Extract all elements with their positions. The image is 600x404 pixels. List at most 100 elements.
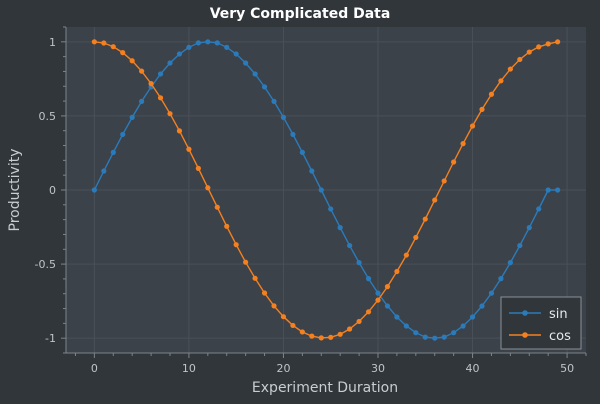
data-point-sin <box>356 260 362 266</box>
legend: sin cos <box>500 296 582 350</box>
x-tick-label: 20 <box>276 362 290 375</box>
x-tick-label: 50 <box>560 362 574 375</box>
data-point-sin <box>120 131 126 138</box>
data-point-sin <box>224 44 230 50</box>
series-line-cos <box>94 41 558 339</box>
data-point-cos <box>167 111 173 117</box>
x-tick-label: 10 <box>182 362 196 375</box>
data-point-cos <box>337 331 343 337</box>
data-point-sin <box>469 314 476 320</box>
data-point-sin <box>498 276 504 282</box>
data-point-cos <box>365 309 372 315</box>
data-point-cos <box>186 146 192 152</box>
data-point-sin <box>422 334 428 340</box>
data-point-cos <box>555 39 561 45</box>
data-point-cos <box>214 204 220 210</box>
x-tick-label: 0 <box>91 362 98 375</box>
data-point-cos <box>261 290 268 296</box>
data-point-cos <box>110 44 116 50</box>
data-point-cos <box>488 91 495 97</box>
data-point-sin <box>195 40 201 46</box>
data-point-sin <box>280 114 287 120</box>
data-point-cos <box>91 39 97 45</box>
data-point-sin <box>432 335 438 341</box>
data-point-sin <box>309 168 315 174</box>
data-point-cos <box>271 303 277 309</box>
legend-box <box>500 296 582 350</box>
data-point-sin <box>176 51 183 57</box>
data-point-sin <box>101 168 107 174</box>
data-point-sin <box>536 206 542 212</box>
data-point-sin <box>403 323 409 329</box>
data-point-cos <box>356 318 362 325</box>
data-point-cos <box>432 197 438 203</box>
data-point-cos <box>413 234 419 241</box>
data-point-cos <box>545 41 551 47</box>
data-point-cos <box>498 78 504 84</box>
data-point-sin <box>110 149 116 155</box>
data-point-sin <box>290 131 296 138</box>
data-point-sin <box>347 242 353 249</box>
data-point-cos <box>148 81 154 87</box>
data-point-cos <box>517 56 523 63</box>
data-point-cos <box>328 334 334 340</box>
data-point-cos <box>176 128 183 134</box>
x-tick-label: 30 <box>371 362 385 375</box>
data-point-sin <box>205 39 211 45</box>
data-point-cos <box>507 66 513 72</box>
data-point-cos <box>394 268 400 275</box>
data-point-sin <box>186 44 192 50</box>
data-point-cos <box>384 284 391 290</box>
data-point-cos <box>299 329 305 335</box>
data-point-cos <box>195 165 201 171</box>
data-point-cos <box>403 252 409 258</box>
data-point-cos <box>347 326 353 332</box>
data-point-sin <box>91 187 97 193</box>
y-axis-label: Productivity <box>7 149 23 232</box>
data-point-sin <box>394 314 400 320</box>
data-point-sin <box>261 84 268 90</box>
data-point-sin <box>328 206 334 212</box>
data-point-sin <box>451 330 457 336</box>
series-sin <box>91 39 561 341</box>
data-point-sin <box>441 334 447 340</box>
data-point-cos <box>139 68 145 74</box>
data-point-sin <box>460 323 466 329</box>
data-point-cos <box>460 141 466 147</box>
x-tick-label: 40 <box>466 362 480 375</box>
y-tick-label: 0.5 <box>39 110 57 123</box>
y-tick-label: -1 <box>45 332 56 345</box>
data-point-cos <box>526 49 532 55</box>
data-point-sin <box>318 187 324 193</box>
data-point-cos <box>536 44 542 50</box>
data-point-cos <box>318 335 324 341</box>
data-point-cos <box>451 159 457 165</box>
data-point-sin <box>507 260 513 266</box>
data-point-sin <box>413 330 419 336</box>
y-tick-label: 0 <box>49 184 56 197</box>
data-point-sin <box>384 303 391 309</box>
data-point-cos <box>469 123 476 129</box>
data-point-sin <box>129 114 135 120</box>
data-point-sin <box>139 98 145 104</box>
data-point-sin <box>214 40 220 46</box>
data-point-cos <box>205 185 211 191</box>
data-point-cos <box>157 95 164 101</box>
data-point-sin <box>526 225 532 231</box>
data-point-cos <box>233 242 239 248</box>
y-tick-label: 1 <box>49 36 56 49</box>
data-point-cos <box>120 50 126 56</box>
data-point-sin <box>233 51 239 57</box>
data-point-sin <box>157 71 164 77</box>
legend-marker-sin <box>522 310 528 316</box>
axes: 0 10 20 30 40 50 -1 -0.5 0 0.5 1 <box>35 26 587 375</box>
chart-title: Very Complicated Data <box>210 6 391 22</box>
legend-label-sin: sin <box>549 307 568 322</box>
data-point-sin <box>488 290 495 296</box>
y-tick-label: -0.5 <box>35 258 56 271</box>
data-point-cos <box>441 178 447 184</box>
series-layer <box>91 39 561 341</box>
series-cos <box>91 39 561 341</box>
data-point-cos <box>280 314 287 320</box>
